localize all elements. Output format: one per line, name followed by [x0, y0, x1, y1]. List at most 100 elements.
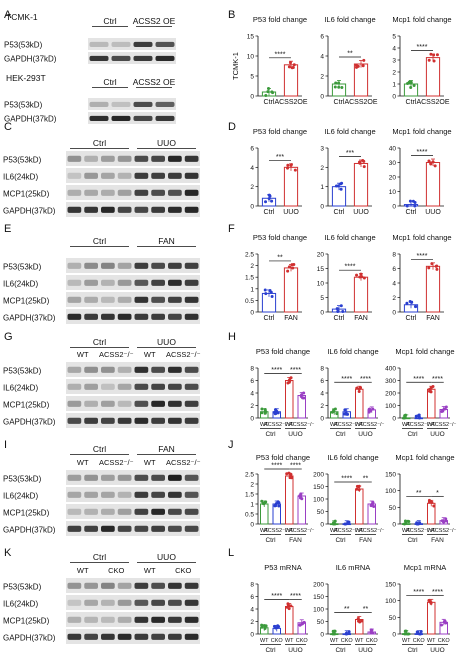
group-label: FAN [158, 444, 175, 454]
chart-d-1: IL6 fold change 0 1 2 3 Ctrl UUO *** [320, 127, 375, 216]
y-tick-label: 2 [392, 70, 396, 77]
x-tick-label: WT [285, 422, 294, 428]
membrane [66, 521, 200, 536]
band [67, 525, 82, 532]
membrane [66, 487, 200, 502]
data-point [275, 626, 279, 630]
y-tick-label: 0 [250, 310, 254, 317]
subgroup-label: CKO [108, 566, 124, 575]
data-point [270, 294, 274, 298]
band [84, 417, 98, 424]
x-tick-label: CKO [271, 638, 284, 644]
membrane [66, 309, 200, 324]
band [134, 189, 149, 196]
data-point [287, 378, 291, 382]
data-point [289, 604, 293, 608]
cell-line-label: TCMK-1 [6, 12, 38, 22]
membrane [66, 362, 200, 377]
bar [355, 488, 364, 525]
row-label: GAPDH(37kD) [3, 418, 56, 427]
y-tick-label: 2.5 [245, 472, 254, 479]
band [89, 41, 109, 47]
group-label: Ctrl [93, 337, 106, 347]
data-point [372, 504, 376, 508]
data-point [333, 407, 337, 411]
sig-label: **** [341, 376, 352, 383]
x-tick-label: ACSS2⁻/⁻ [359, 422, 384, 428]
bar [425, 265, 441, 313]
band [67, 279, 82, 286]
band [67, 172, 82, 179]
data-point [405, 301, 409, 305]
y-tick-label: 0 [320, 416, 324, 423]
band [151, 155, 165, 162]
chart-d-2: Mcp1 fold change 0 10 20 30 40 Ctrl UUO **** [389, 127, 452, 216]
membrane [66, 396, 200, 411]
data-point [417, 415, 421, 419]
band [151, 296, 165, 303]
band [67, 508, 82, 515]
band [67, 383, 82, 390]
band [84, 599, 98, 606]
data-point [358, 386, 362, 390]
data-point [409, 80, 413, 84]
band [101, 582, 115, 589]
data-point [406, 81, 410, 85]
band [168, 155, 182, 162]
data-point [335, 412, 339, 416]
group-label: FAN [431, 537, 444, 544]
x-tick-label: FAN [354, 315, 368, 322]
band [89, 55, 109, 61]
data-point [263, 411, 267, 415]
data-point [287, 607, 291, 611]
data-point [270, 199, 274, 203]
x-tick-label: Ctrl [406, 315, 417, 322]
group-label: Ctrl [335, 537, 346, 544]
data-point [440, 519, 444, 523]
data-point [444, 517, 448, 521]
data-point [333, 85, 337, 89]
band [134, 172, 149, 179]
band [101, 400, 115, 407]
band [84, 155, 98, 162]
group-label: Ctrl [103, 77, 116, 87]
y-tick-label: 50 [317, 619, 325, 626]
data-point [356, 616, 360, 620]
band [168, 508, 182, 515]
x-tick-label: ACSS2⁻/⁻ [289, 528, 314, 534]
x-tick-label: ACSS2⁻/⁻ [431, 422, 456, 428]
y-tick-label: 6 [250, 594, 254, 601]
x-tick-label: ACSS2OE [274, 99, 307, 106]
row-label: GAPDH(37kD) [4, 55, 57, 64]
group-label: Ctrl [93, 444, 106, 454]
band [67, 296, 82, 303]
band [117, 366, 132, 373]
band [134, 417, 149, 424]
band [117, 616, 132, 623]
row-label: IL6(24kD) [3, 280, 38, 289]
group-label: Ctrl [335, 431, 346, 438]
x-tick-label: WT [330, 422, 339, 428]
band [84, 582, 98, 589]
band [151, 474, 165, 481]
y-tick-label: 50 [317, 509, 325, 516]
row-label: MCP1(25kD) [3, 297, 50, 306]
sig-label: **** [290, 463, 301, 470]
y-tick-label: 0 [320, 204, 324, 211]
y-tick-label: 200 [385, 391, 396, 398]
band [184, 525, 199, 532]
chart-title: P53 fold change [256, 453, 310, 462]
data-point [427, 599, 431, 603]
panel-letter-k: K [4, 547, 12, 559]
y-tick-label: 1 [320, 184, 324, 191]
band [101, 508, 115, 515]
group-label: ACSS2 OE [133, 77, 176, 87]
data-point [414, 414, 418, 418]
data-point [298, 623, 302, 627]
y-tick-label: 5 [250, 74, 254, 81]
data-point [371, 502, 375, 506]
band [101, 491, 115, 498]
band [151, 508, 165, 515]
y-tick-label: 1 [250, 502, 254, 509]
band [84, 383, 98, 390]
